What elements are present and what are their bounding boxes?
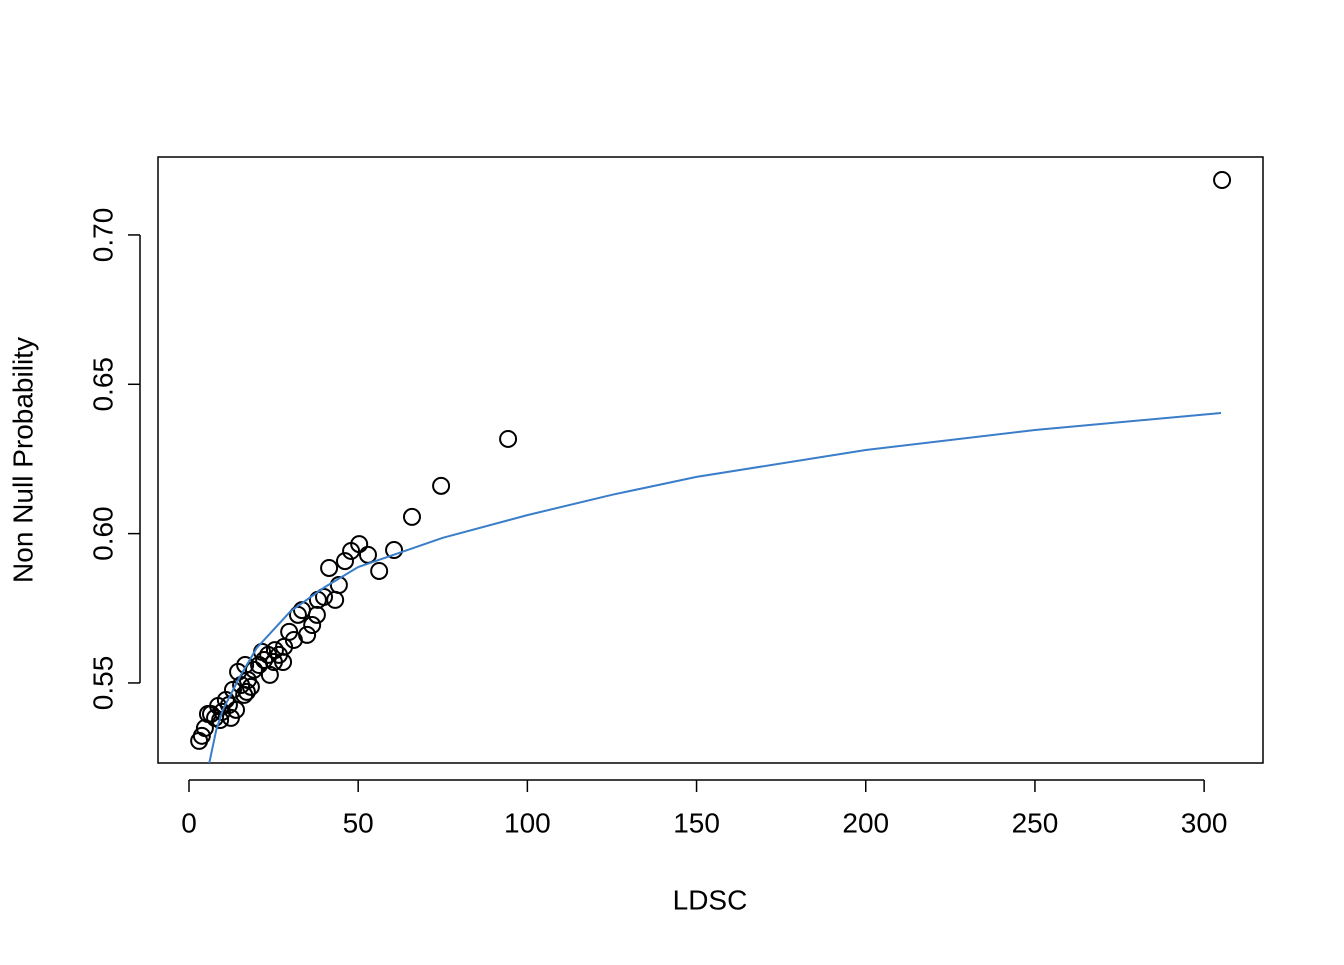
y-tick-label: 0.55 [87, 656, 118, 711]
x-tick-label: 200 [842, 807, 889, 838]
plot-area [190, 170, 1232, 763]
y-axis-label: Non Null Probability [7, 337, 38, 583]
point [190, 731, 209, 750]
point [320, 558, 339, 577]
point [432, 476, 451, 495]
point [211, 710, 230, 729]
fit-line [208, 411, 1222, 763]
x-tick-label: 50 [343, 807, 374, 838]
point [326, 590, 345, 609]
point [303, 616, 322, 635]
point [293, 601, 312, 620]
point [308, 590, 327, 609]
point [358, 545, 377, 564]
x-tick-label: 0 [181, 807, 197, 838]
point [307, 605, 326, 624]
plot-frame [157, 156, 1264, 764]
point [221, 708, 240, 727]
point [237, 682, 256, 701]
point [342, 541, 361, 560]
point [236, 656, 255, 675]
y-tick-label: 0.65 [87, 357, 118, 412]
point [235, 685, 254, 704]
x-axis-label: LDSC [673, 884, 748, 915]
point [260, 665, 279, 684]
x-tick-label: 250 [1012, 807, 1059, 838]
x-tick-label: 150 [673, 807, 720, 838]
x-tick-label: 300 [1181, 807, 1228, 838]
point [370, 561, 389, 580]
point [255, 650, 274, 669]
point [265, 641, 284, 660]
y-tick-label: 0.60 [87, 506, 118, 561]
point [250, 656, 269, 675]
point [402, 507, 421, 526]
point [385, 541, 404, 560]
point [1213, 170, 1232, 189]
point [499, 429, 518, 448]
x-tick-label: 100 [504, 807, 551, 838]
point [335, 552, 354, 571]
y-tick-label: 0.70 [87, 208, 118, 263]
